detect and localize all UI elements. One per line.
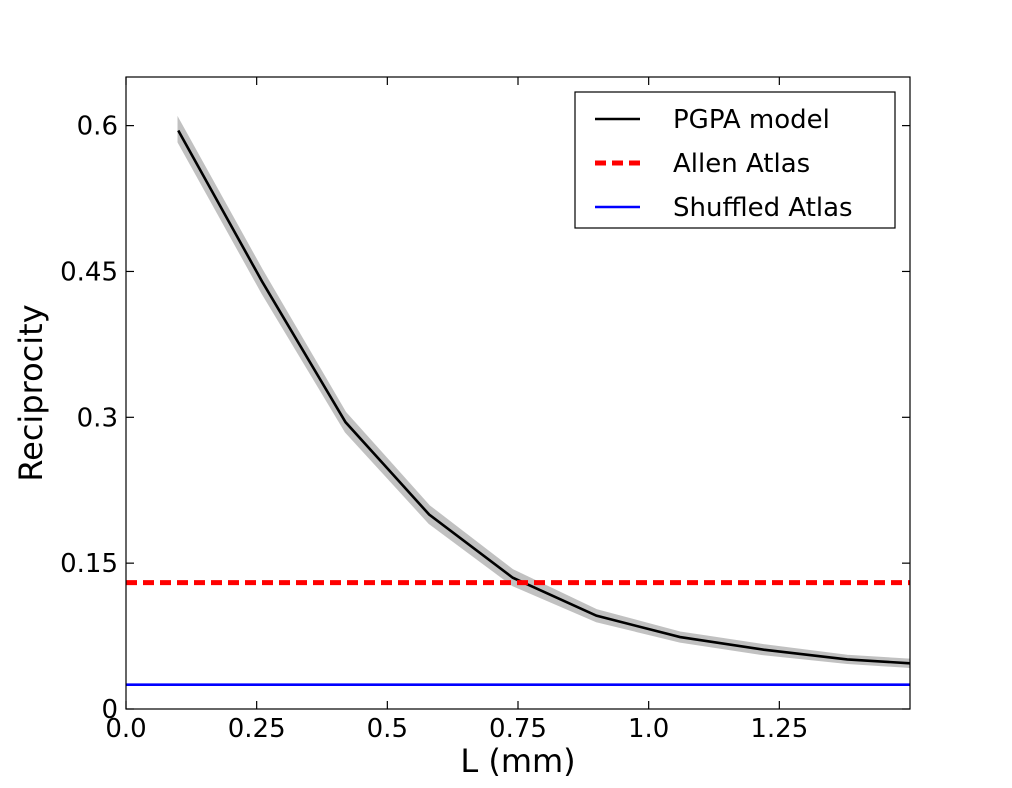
- legend: PGPA model Allen Atlas Shuffled Atlas: [574, 91, 896, 229]
- x-tick-label: 0.25: [228, 714, 286, 744]
- y-tick-label: 0.3: [77, 403, 118, 433]
- y-tick-label: 0.45: [60, 257, 118, 287]
- legend-label: PGPA model: [673, 105, 830, 135]
- y-tick-label: 0.6: [77, 112, 118, 142]
- plot-area: [126, 115, 910, 686]
- legend-label: Shuffled Atlas: [673, 193, 853, 223]
- series-line-0: [177, 129, 910, 665]
- axes: 0.0 0.25 0.5 0.75 1.0 1.25 0 0.15 0.3 0.45 0.6 L (m…: [12, 76, 911, 780]
- x-tick-label: 0.5: [367, 714, 408, 744]
- y-axis-label: Reciprocity: [12, 304, 50, 481]
- x-axis-label: L (mm): [460, 742, 575, 780]
- series-band-0: [177, 115, 910, 668]
- y-tick-label: 0: [101, 695, 118, 725]
- y-tick-label: 0.15: [60, 549, 118, 579]
- x-tick-label: 1.25: [750, 714, 808, 744]
- x-tick-label: 1.0: [628, 714, 669, 744]
- legend-box: [574, 91, 896, 229]
- plot-series: [126, 115, 910, 686]
- x-tick-label: 0.75: [489, 714, 547, 744]
- x-tick-label: 0.0: [105, 714, 146, 744]
- legend-label: Allen Atlas: [673, 149, 810, 179]
